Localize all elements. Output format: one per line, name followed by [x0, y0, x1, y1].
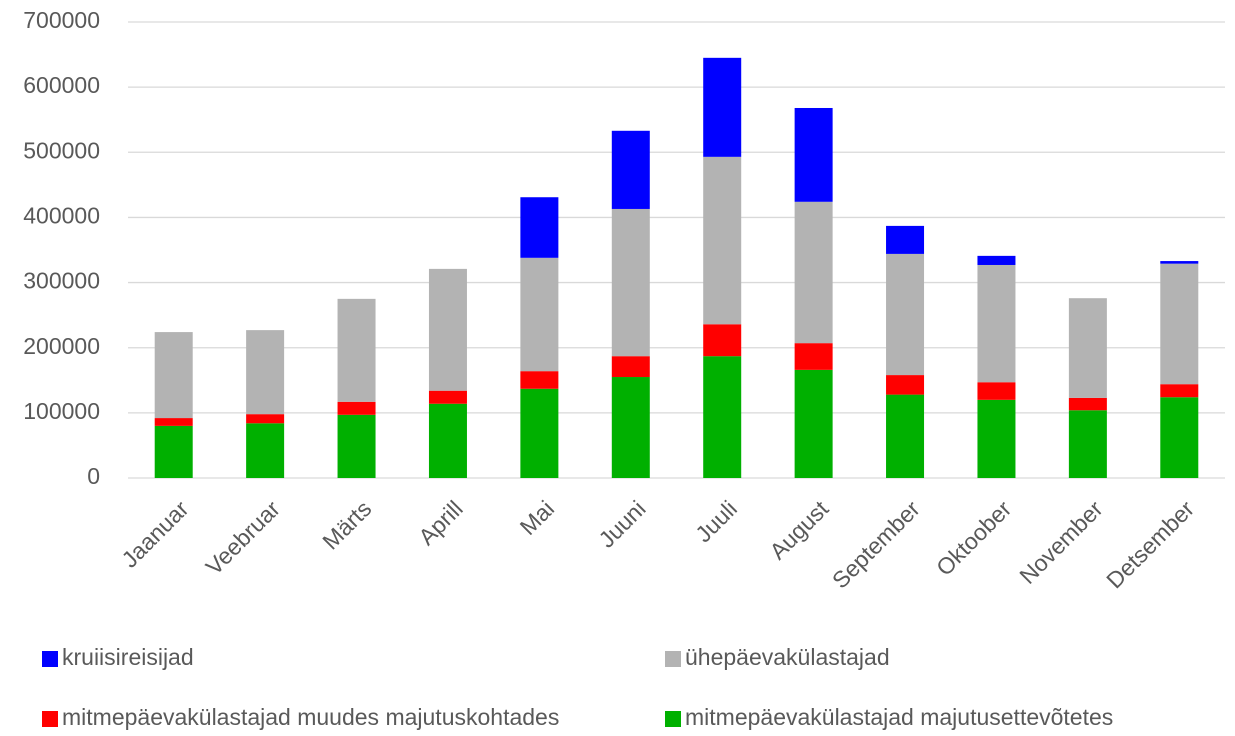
- x-tick-label: Juuli: [690, 495, 742, 547]
- x-tick-label: Veebruar: [201, 495, 286, 580]
- bar-segment: [520, 388, 559, 478]
- bar-segment: [611, 377, 650, 478]
- y-tick-label: 200000: [23, 333, 100, 359]
- bar-segment: [886, 375, 925, 395]
- x-tick-label: November: [1014, 495, 1108, 589]
- bar-segment: [886, 394, 925, 478]
- bar-segment: [703, 156, 742, 325]
- bar-segment: [794, 107, 833, 202]
- bar-segment: [337, 414, 376, 478]
- bar-segment: [977, 264, 1016, 383]
- bar-segment: [886, 225, 925, 254]
- bar-segment: [1160, 397, 1199, 478]
- bar-segment: [611, 130, 650, 209]
- x-tick-label: Juuni: [593, 495, 650, 552]
- bar-segment: [794, 343, 833, 370]
- legend-label: kruiisireisijad: [62, 644, 194, 670]
- y-tick-label: 600000: [23, 72, 100, 98]
- bar-segment: [154, 332, 193, 419]
- x-tick-label: Jaanuar: [116, 495, 193, 572]
- x-tick-label: Mai: [515, 495, 560, 540]
- bar-segment: [520, 371, 559, 389]
- bar-segment: [428, 268, 467, 391]
- bar-segment: [611, 356, 650, 378]
- bar-segment: [977, 399, 1016, 478]
- x-tick-label: September: [827, 495, 925, 593]
- y-tick-label: 0: [87, 463, 100, 489]
- x-tick-label: Detsember: [1101, 495, 1199, 593]
- y-tick-label: 500000: [23, 137, 100, 163]
- bar-segment: [1160, 384, 1199, 398]
- x-tick-label: Oktoober: [931, 495, 1017, 581]
- x-tick-label: Märts: [317, 495, 376, 554]
- y-tick-label: 400000: [23, 203, 100, 229]
- bar-segment: [1160, 263, 1199, 385]
- bar-segment: [1068, 410, 1107, 478]
- bar-segment: [977, 382, 1016, 400]
- bar-segment: [703, 324, 742, 357]
- bar-segment: [246, 330, 285, 415]
- bar-segment: [1160, 261, 1199, 264]
- y-tick-label: 300000: [23, 268, 100, 294]
- bar-segment: [703, 57, 742, 157]
- bar-segment: [337, 298, 376, 402]
- bar-segment: [703, 356, 742, 478]
- bar-segment: [154, 425, 193, 478]
- y-tick-label: 700000: [23, 7, 100, 33]
- bar-segment: [611, 208, 650, 357]
- bar-segment: [794, 369, 833, 478]
- y-tick-label: 100000: [23, 398, 100, 424]
- bar-segment: [154, 418, 193, 426]
- bar-segment: [977, 255, 1016, 265]
- bar-segment: [246, 414, 285, 424]
- bar-segment: [1068, 298, 1107, 398]
- bar-segment: [886, 253, 925, 376]
- legend-swatch: [42, 711, 58, 727]
- bar-segment: [246, 423, 285, 478]
- x-tick-label: August: [764, 495, 833, 564]
- legend-label: ühepäevakülastajad: [685, 644, 890, 670]
- x-tick-label: Aprill: [413, 495, 468, 550]
- bar-segment: [794, 201, 833, 344]
- legend-swatch: [665, 651, 681, 667]
- bar-segment: [337, 401, 376, 415]
- legend-label: mitmepäevakülastajad majutusettevõtetes: [685, 704, 1113, 730]
- legend-label: mitmepäevakülastajad muudes majutuskohta…: [62, 704, 559, 730]
- bar-segment: [1068, 397, 1107, 411]
- bar-segment: [520, 197, 559, 258]
- legend-swatch: [665, 711, 681, 727]
- bar-segment: [520, 257, 559, 372]
- bar-segment: [428, 403, 467, 478]
- legend-swatch: [42, 651, 58, 667]
- bar-segment: [428, 390, 467, 404]
